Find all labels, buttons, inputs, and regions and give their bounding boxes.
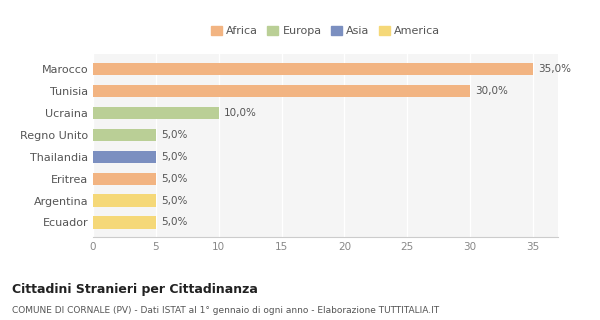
Bar xyxy=(93,129,156,141)
Bar xyxy=(93,172,156,185)
Bar xyxy=(93,107,218,119)
Text: 30,0%: 30,0% xyxy=(475,86,508,96)
Bar xyxy=(93,85,470,97)
Bar xyxy=(93,216,156,228)
Text: COMUNE DI CORNALE (PV) - Dati ISTAT al 1° gennaio di ogni anno - Elaborazione TU: COMUNE DI CORNALE (PV) - Dati ISTAT al 1… xyxy=(12,306,439,315)
Text: 35,0%: 35,0% xyxy=(538,64,571,74)
Legend: Africa, Europa, Asia, America: Africa, Europa, Asia, America xyxy=(209,23,442,38)
Text: 5,0%: 5,0% xyxy=(161,152,187,162)
Text: 5,0%: 5,0% xyxy=(161,218,187,228)
Text: 5,0%: 5,0% xyxy=(161,196,187,205)
Bar xyxy=(93,150,156,163)
Text: Cittadini Stranieri per Cittadinanza: Cittadini Stranieri per Cittadinanza xyxy=(12,283,258,296)
Text: 5,0%: 5,0% xyxy=(161,173,187,184)
Text: 10,0%: 10,0% xyxy=(224,108,257,118)
Text: 5,0%: 5,0% xyxy=(161,130,187,140)
Bar xyxy=(93,63,533,75)
Bar xyxy=(93,195,156,206)
